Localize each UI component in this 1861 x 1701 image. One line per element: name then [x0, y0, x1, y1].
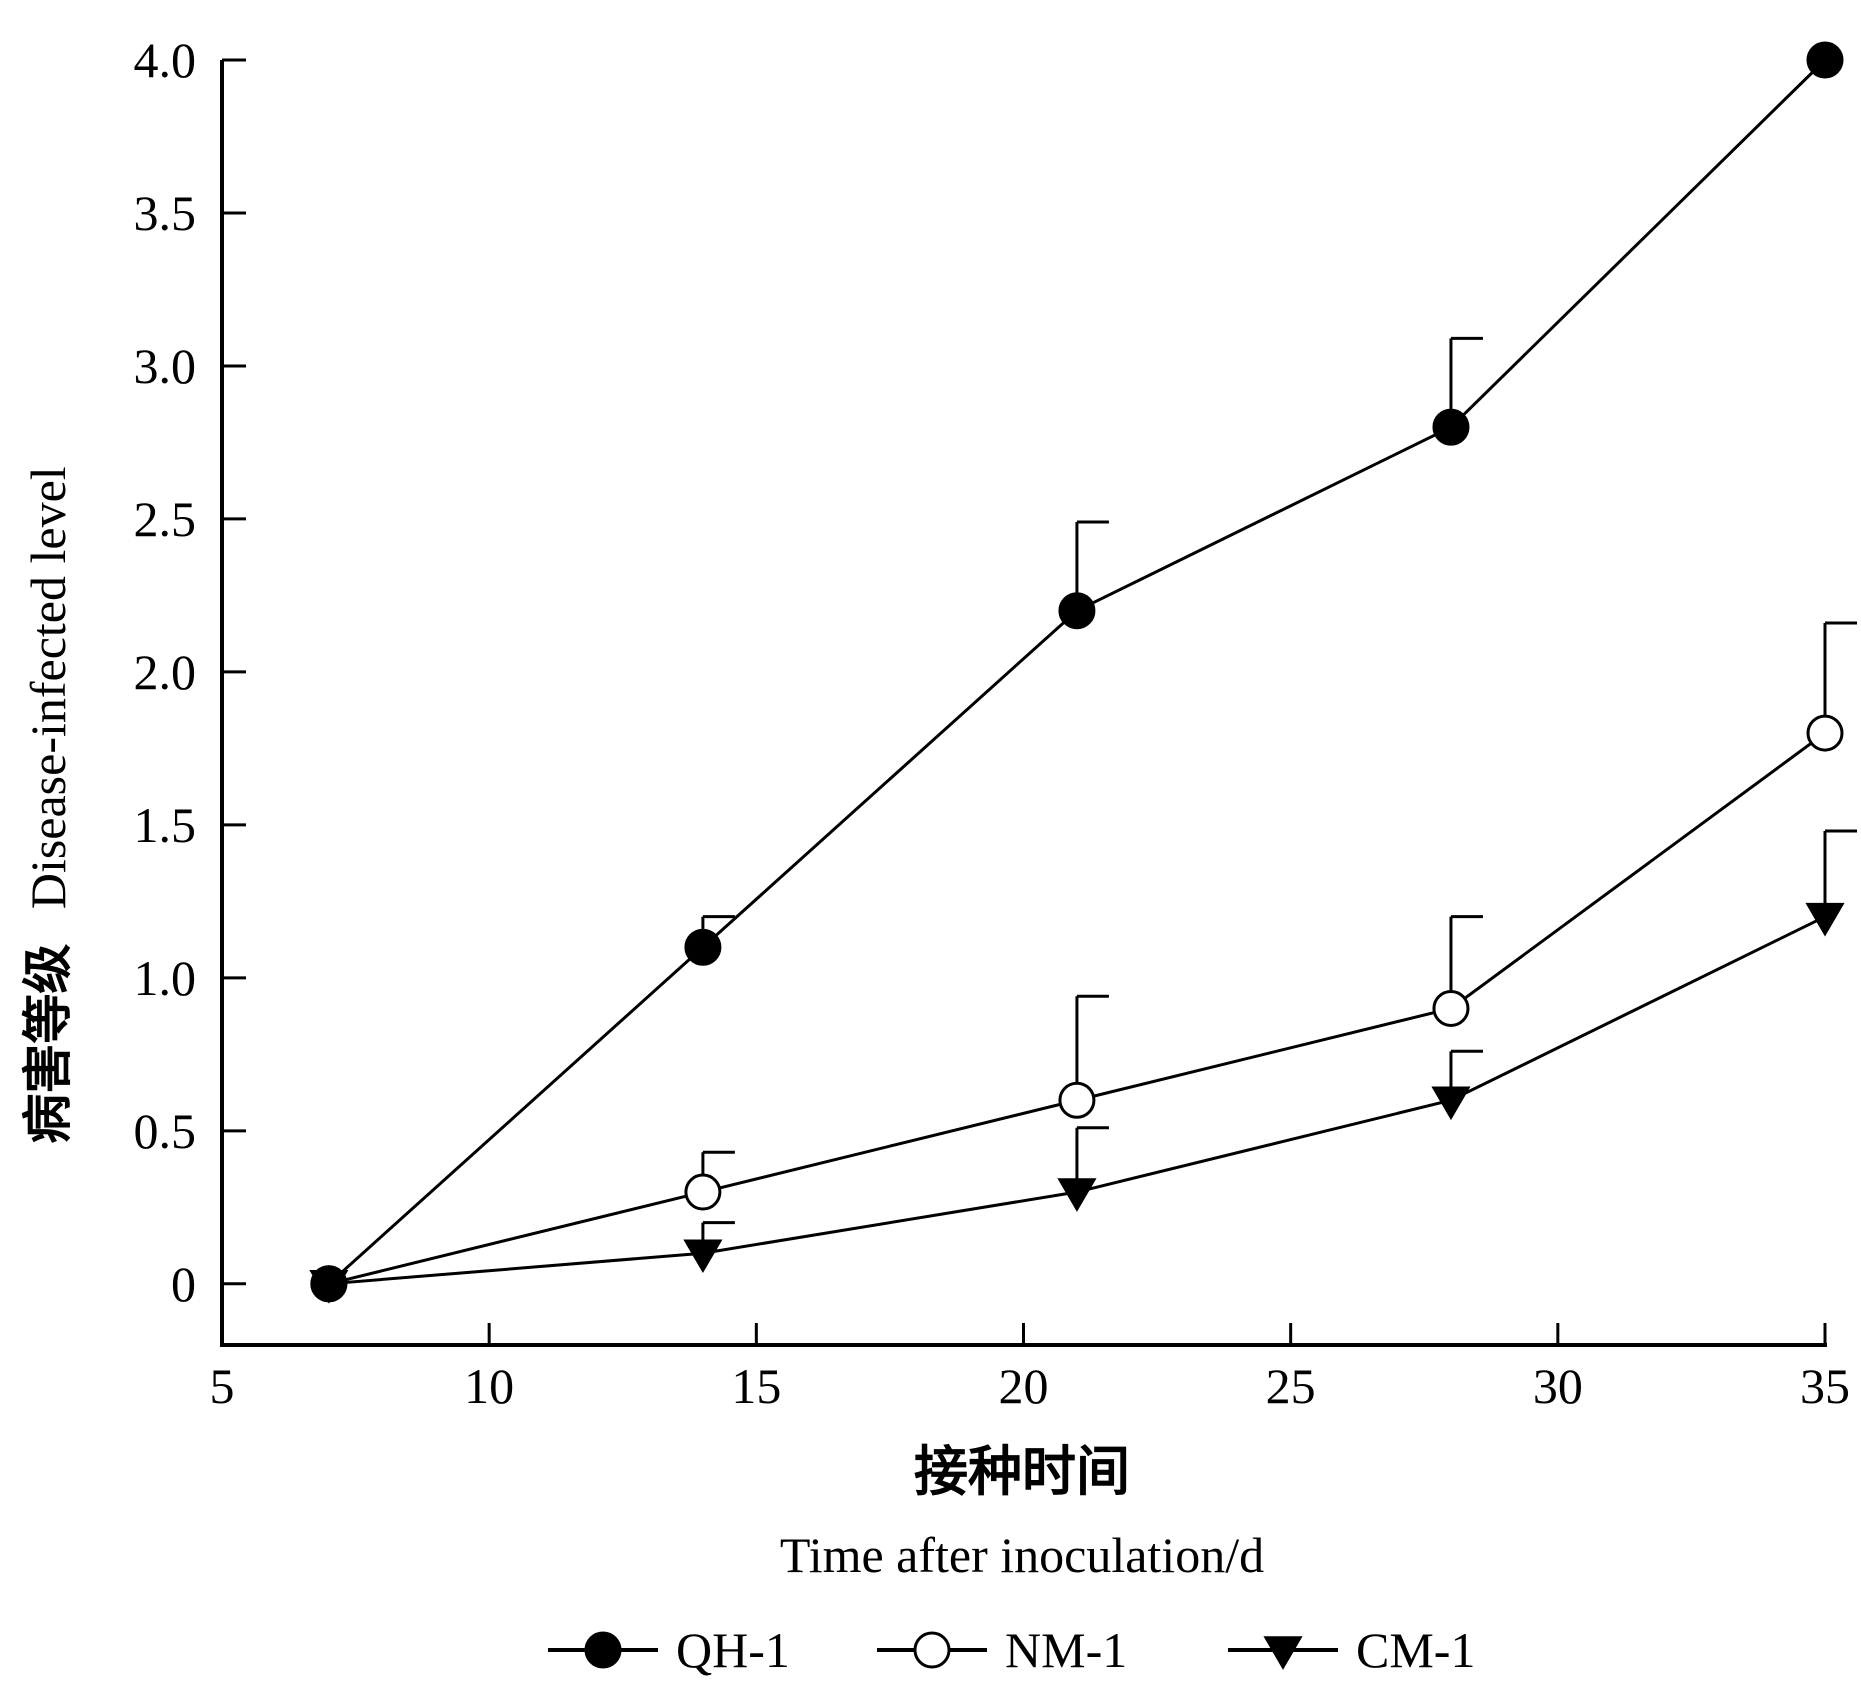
legend-marker-qh-1: [584, 1631, 622, 1669]
y-axis-ticks: 0 0.5 1.0 1.5 2.0 2.5 3.0 3.5 4.0: [134, 32, 246, 1312]
x-tick-label: 15: [731, 1358, 781, 1414]
y-axis-label-cn: 病害等级: [20, 944, 76, 1144]
legend-label-cm-1: CM-1: [1356, 1622, 1475, 1678]
x-tick-label: 25: [1266, 1358, 1316, 1414]
y-tick-label: 4.0: [134, 32, 197, 88]
legend-label-qh-1: QH-1: [676, 1622, 790, 1678]
data-point-cm-1: [1431, 1086, 1471, 1121]
data-point-cm-1: [1057, 1178, 1097, 1212]
x-tick-label: 35: [1800, 1358, 1850, 1414]
x-axis-label-cn: 接种时间: [914, 1442, 1130, 1502]
data-point-cm-1: [683, 1239, 723, 1274]
legend: QH-1 NM-1 CM-1: [548, 1622, 1475, 1678]
data-point-qh-1: [310, 1265, 348, 1303]
data-point-qh-1: [1432, 408, 1470, 446]
data-point-nm-1: [684, 1173, 722, 1211]
y-axis-label: 病害等级 Disease-infected level: [20, 466, 76, 1143]
data-point-qh-1: [1806, 41, 1844, 79]
data-point-nm-1: [1058, 1081, 1096, 1119]
x-tick-label: 20: [999, 1358, 1049, 1414]
y-tick-label: 0.5: [134, 1103, 197, 1159]
legend-marker-cm-1: [1263, 1636, 1303, 1670]
x-tick-label: 10: [464, 1358, 514, 1414]
data-point-nm-1: [1806, 714, 1844, 752]
y-axis-label-en: Disease-infected level: [20, 466, 76, 909]
legend-marker-nm-1: [913, 1631, 951, 1669]
data-point-nm-1: [1432, 989, 1470, 1027]
x-axis-label-en: Time after inoculation/d: [780, 1527, 1264, 1583]
y-tick-label: 1.5: [134, 797, 197, 853]
y-tick-label: 1.0: [134, 950, 197, 1006]
series-markers: [309, 41, 1845, 1304]
data-point-cm-1: [1805, 902, 1845, 937]
x-axis-ticks: 5 10 15 20 25 30 35: [210, 1323, 1850, 1414]
axes: [220, 60, 1827, 1347]
data-point-qh-1: [1058, 592, 1096, 630]
y-tick-label: 0: [171, 1256, 196, 1312]
error-bars: [701, 336, 1857, 1254]
data-point-qh-1: [684, 928, 722, 966]
svg-text:病害等级 Disease-infected le: 病害等级 Disease-infected level: [20, 466, 76, 1143]
x-tick-label: 30: [1533, 1358, 1583, 1414]
y-tick-label: 3.5: [134, 185, 197, 241]
legend-label-nm-1: NM-1: [1005, 1622, 1127, 1678]
y-tick-label: 3.0: [134, 338, 197, 394]
y-tick-label: 2.5: [134, 491, 197, 547]
y-tick-label: 2.0: [134, 644, 197, 700]
x-tick-label: 5: [210, 1358, 235, 1414]
